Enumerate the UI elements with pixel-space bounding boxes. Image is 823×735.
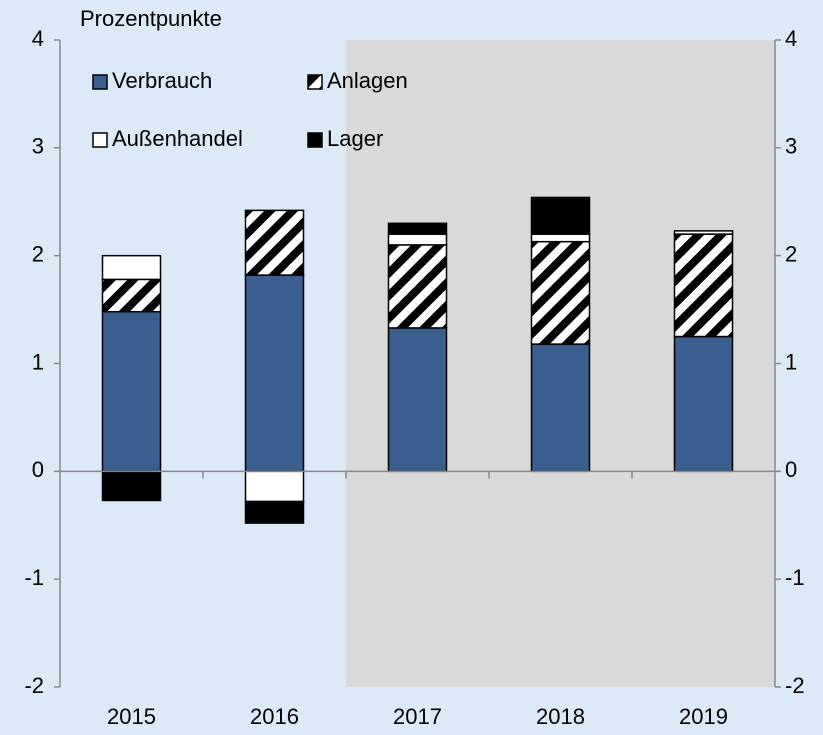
- y2-tick-label: -2: [785, 673, 805, 698]
- x-tick-label: 2018: [536, 704, 585, 729]
- legend-swatch: [92, 74, 108, 90]
- bar-segment: [673, 233, 734, 338]
- bar-segment: [530, 233, 591, 243]
- bar-segment: [244, 500, 305, 524]
- x-tick-label: 2016: [250, 704, 299, 729]
- bar-segment: [244, 209, 305, 276]
- bar-segment: [101, 278, 162, 313]
- y-tick-label: 0: [32, 457, 44, 482]
- bar-segment: [244, 470, 305, 503]
- bar-segment: [673, 230, 734, 235]
- y2-tick-label: 2: [785, 241, 797, 266]
- legend-label: Verbrauch: [112, 68, 212, 93]
- x-tick-label: 2015: [107, 704, 156, 729]
- bar-segment: [387, 233, 448, 246]
- x-tick-label: 2017: [393, 704, 442, 729]
- y-tick-label: -1: [24, 565, 44, 590]
- legend-label: Anlagen: [327, 68, 408, 93]
- x-tick-label: 2019: [679, 704, 728, 729]
- bar-segment: [530, 196, 591, 235]
- y2-tick-label: 0: [785, 457, 797, 482]
- legend-swatch: [92, 132, 108, 148]
- y2-tick-label: 3: [785, 134, 797, 159]
- bar-segment: [673, 335, 734, 473]
- bar-segment: [387, 244, 448, 329]
- y2-tick-label: 4: [785, 26, 797, 51]
- bar-segment: [244, 274, 305, 473]
- y-tick-label: -2: [24, 673, 44, 698]
- legend-swatch: [307, 74, 323, 90]
- legend-label: Außenhandel: [112, 126, 243, 151]
- bar-segment: [530, 240, 591, 345]
- y-tick-label: 2: [32, 241, 44, 266]
- bar-segment: [101, 254, 162, 281]
- legend-label: Lager: [327, 126, 383, 151]
- bar-segment: [101, 470, 162, 502]
- axis-title: Prozentpunkte: [80, 6, 222, 31]
- y-tick-label: 3: [32, 134, 44, 159]
- legend-swatch: [307, 132, 323, 148]
- y2-tick-label: 1: [785, 349, 797, 374]
- bar-segment: [387, 222, 448, 235]
- bar-segment: [530, 343, 591, 473]
- y2-tick-label: -1: [785, 565, 805, 590]
- y-tick-label: 4: [32, 26, 44, 51]
- y-tick-label: 1: [32, 349, 44, 374]
- bar-segment: [387, 327, 448, 473]
- bar-segment: [101, 310, 162, 473]
